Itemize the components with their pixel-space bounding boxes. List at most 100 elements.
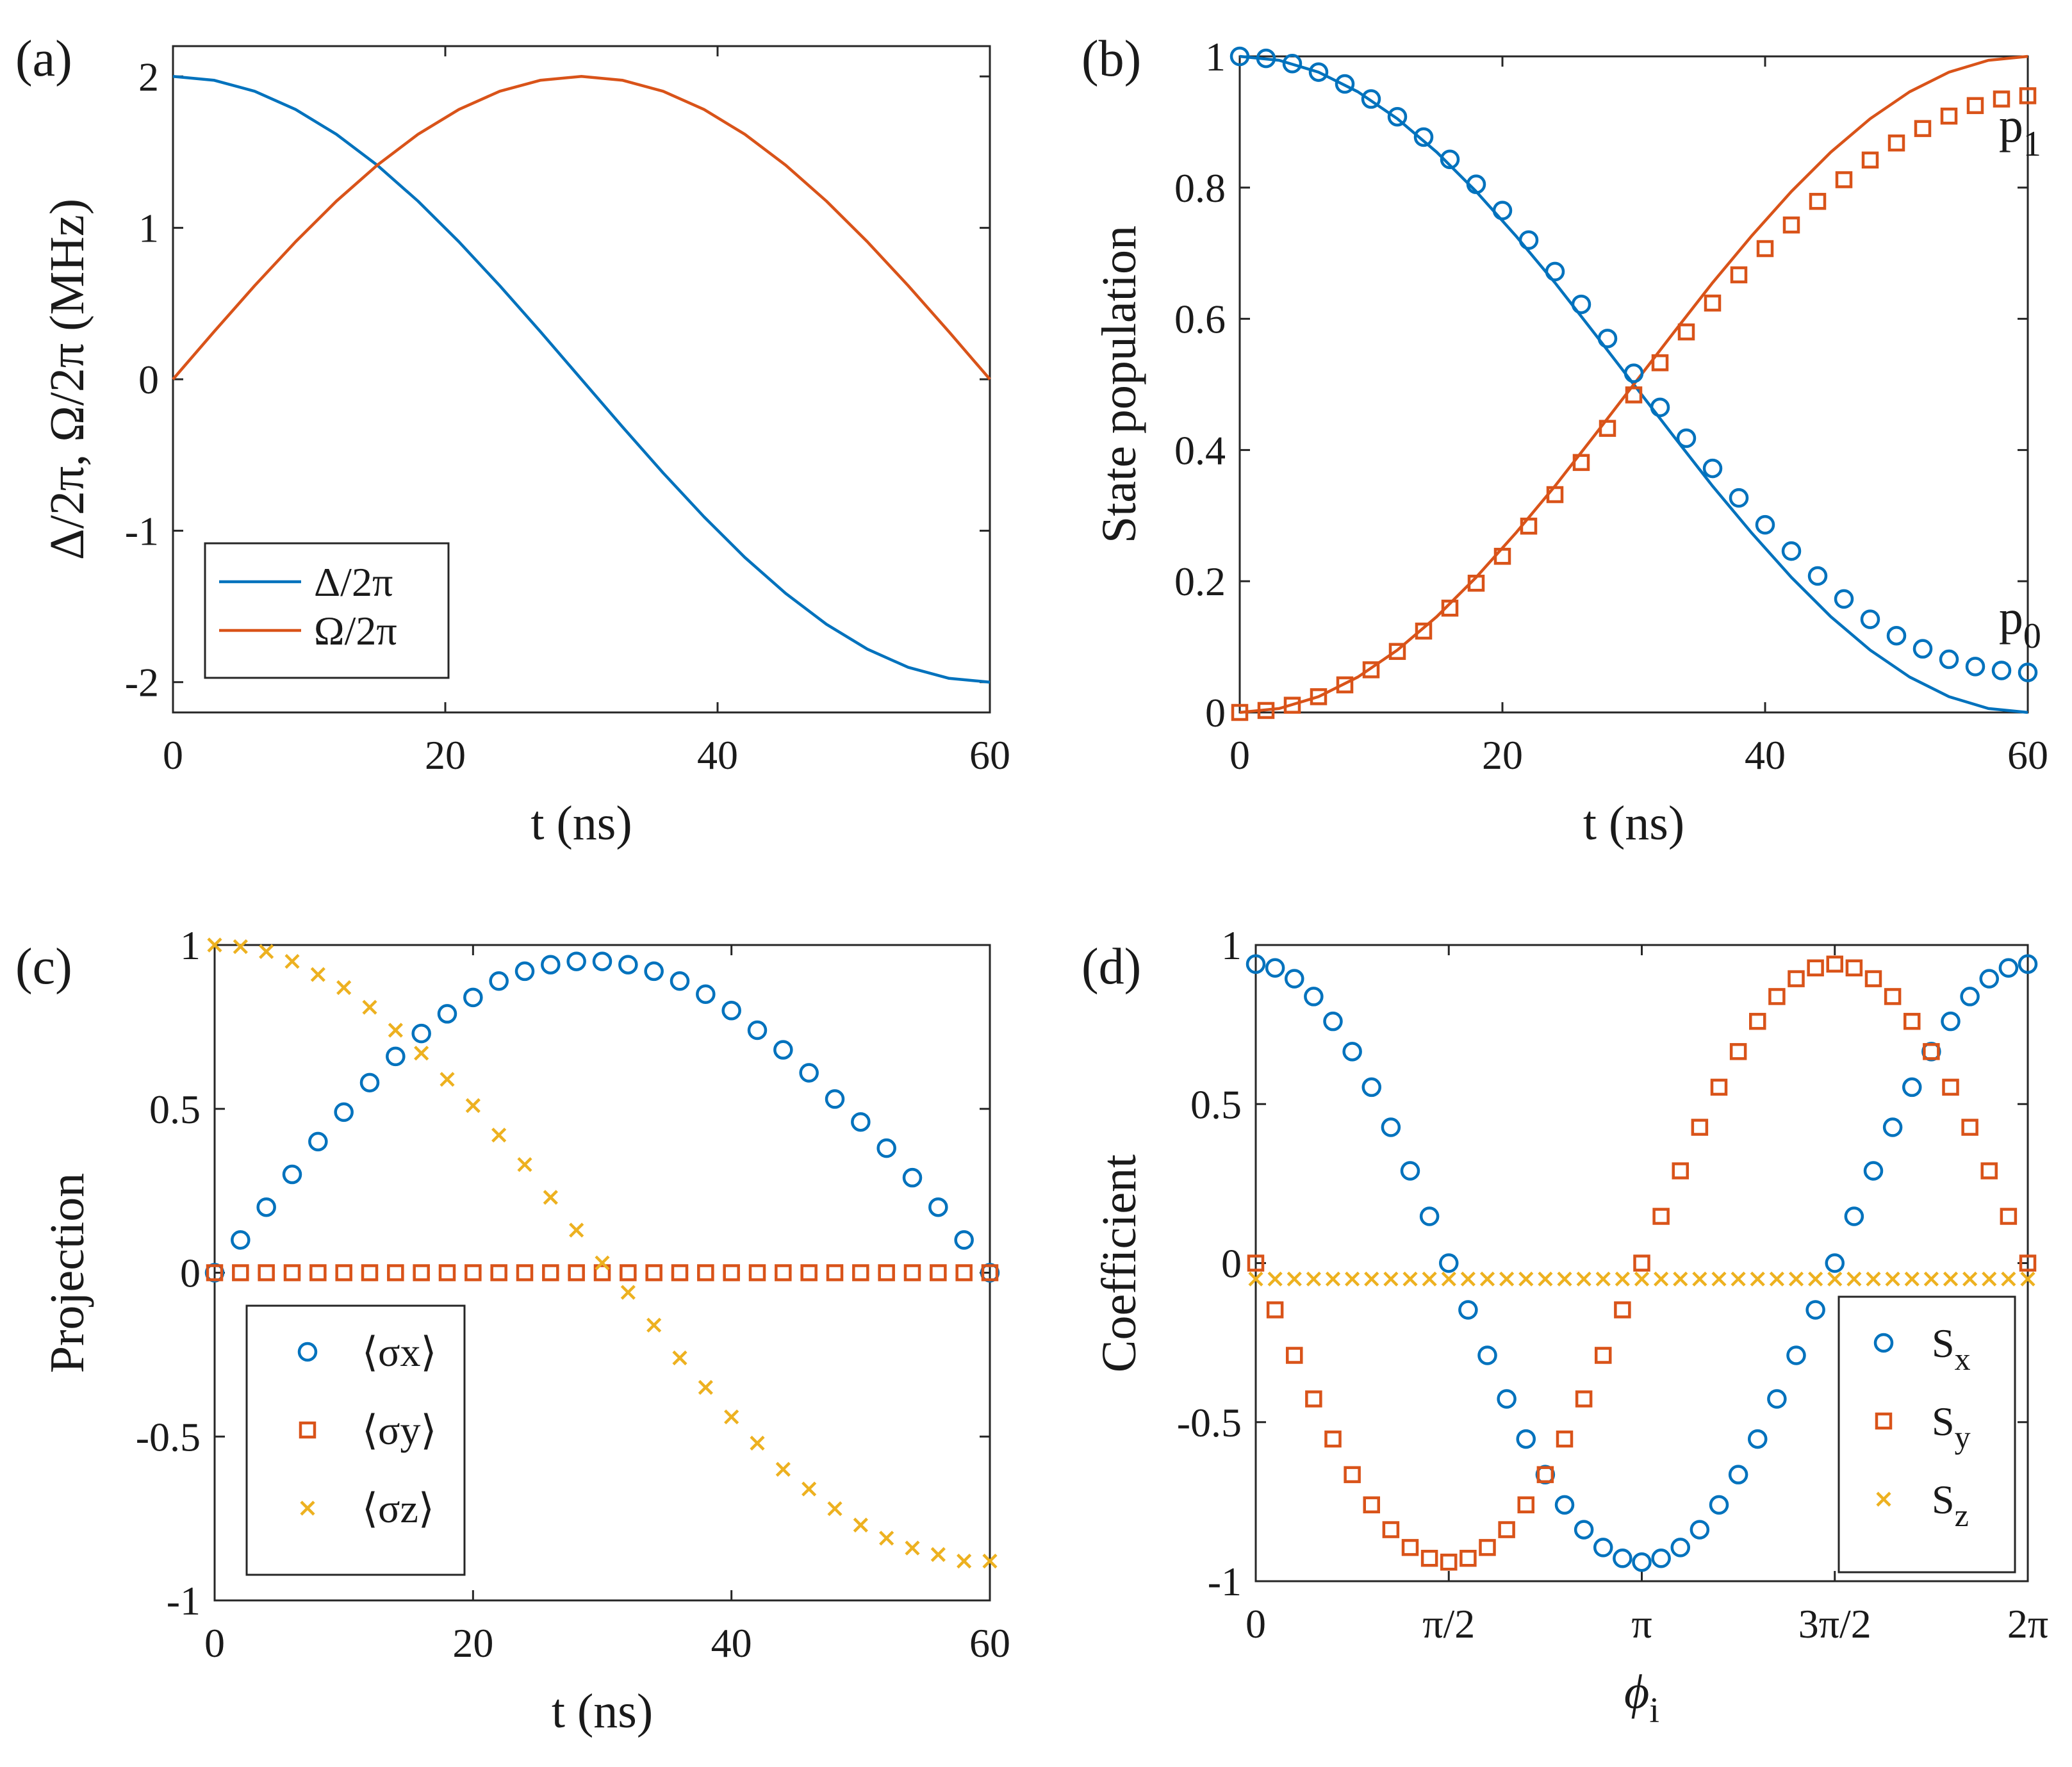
data-point xyxy=(1402,1271,1418,1286)
panel-b: 0 20 40 60 1 0.8 0.6 0.4 0.2 0 (b) t (ns) State popu… xyxy=(1081,31,2048,850)
data-point xyxy=(1363,1496,1381,1514)
y-tick-label: 0.5 xyxy=(149,1087,201,1132)
x-tick-label: 20 xyxy=(1482,732,1523,778)
data-point xyxy=(309,1264,327,1281)
data-point xyxy=(1538,1271,1553,1286)
data-point xyxy=(1576,1271,1591,1286)
data-point xyxy=(1310,688,1328,705)
data-point xyxy=(1325,1271,1341,1286)
data-point xyxy=(1904,1271,1920,1286)
data-point xyxy=(853,1517,868,1533)
data-point xyxy=(1439,1253,1459,1273)
data-point xyxy=(1440,149,1460,170)
data-point xyxy=(2018,954,2038,974)
data-point xyxy=(206,1264,224,1281)
data-point xyxy=(1835,171,1853,188)
x-axis-label-sub: i xyxy=(1649,1691,1659,1730)
y-tick-label: 0 xyxy=(138,357,159,402)
data-point xyxy=(1728,1465,1748,1484)
data-point xyxy=(1941,1011,1961,1031)
data-point xyxy=(1710,1078,1728,1096)
data-point xyxy=(259,944,274,959)
data-point xyxy=(1691,1119,1709,1136)
data-point xyxy=(566,951,586,971)
data-point xyxy=(1845,959,1863,976)
data-point xyxy=(1388,643,1406,661)
data-point xyxy=(1651,354,1669,372)
data-point xyxy=(569,1222,584,1238)
x-axis-label: t (ns) xyxy=(530,796,632,850)
data-point xyxy=(1283,696,1301,714)
data-point xyxy=(928,1197,948,1217)
data-point xyxy=(1493,548,1511,565)
legend-label-sub: z xyxy=(1955,1497,1969,1533)
data-point xyxy=(1285,969,1304,989)
x-tick-label: 20 xyxy=(452,1620,493,1666)
data-point xyxy=(1991,661,2012,680)
data-point xyxy=(1460,1271,1476,1286)
data-point xyxy=(2020,1271,2035,1286)
data-point xyxy=(955,1264,973,1281)
data-point xyxy=(1247,1254,1265,1272)
legend-label-text: ⟨σz⟩ xyxy=(362,1486,434,1531)
data-point xyxy=(852,1264,869,1281)
x-tick-label: 60 xyxy=(969,732,1010,778)
series-1 xyxy=(172,75,991,381)
data-point xyxy=(1886,625,1907,646)
data-point xyxy=(1652,1208,1670,1225)
data-point xyxy=(879,1531,894,1546)
data-point xyxy=(878,1264,895,1281)
data-point xyxy=(1885,1271,1900,1286)
data-point xyxy=(1420,1550,1438,1567)
data-point xyxy=(905,1540,920,1556)
y-tick-label: 1 xyxy=(180,923,201,968)
data-point xyxy=(1826,955,1843,973)
annotation-sub: 0 xyxy=(2023,616,2041,656)
data-point xyxy=(1634,1271,1650,1286)
data-point xyxy=(437,1004,457,1024)
data-point xyxy=(388,1023,403,1038)
data-point xyxy=(1998,958,2019,978)
data-point xyxy=(1557,1271,1572,1286)
data-point xyxy=(1613,1549,1632,1568)
data-point xyxy=(1441,599,1459,617)
data-point xyxy=(595,1255,610,1270)
data-point xyxy=(747,1020,768,1040)
data-point xyxy=(463,987,483,1008)
data-point xyxy=(1966,97,1984,115)
legend-label-text: ⟨σx⟩ xyxy=(362,1329,436,1375)
data-point xyxy=(1492,201,1513,220)
panel-label: (c) xyxy=(15,939,72,995)
data-point xyxy=(620,1264,637,1281)
data-point xyxy=(1982,1271,1997,1286)
legend-label: Sz xyxy=(1932,1477,1969,1533)
data-point xyxy=(644,961,664,982)
data-point xyxy=(1599,420,1616,437)
y-tick-label: 0.6 xyxy=(1174,297,1226,342)
data-point xyxy=(1650,397,1670,418)
data-point xyxy=(1381,1117,1401,1137)
y-tick-label: 0.5 xyxy=(1190,1081,1242,1127)
data-point xyxy=(1654,1271,1669,1286)
data-point xyxy=(1546,486,1564,504)
series-3 xyxy=(1231,87,2037,721)
data-point xyxy=(1413,127,1434,147)
x-tick-label: 20 xyxy=(425,732,466,778)
data-point xyxy=(1467,575,1485,592)
data-point xyxy=(1267,1271,1283,1286)
legend-swatch xyxy=(1875,1412,1893,1430)
data-point xyxy=(1844,1206,1864,1226)
data-point xyxy=(876,1138,896,1158)
data-point xyxy=(1554,1495,1575,1515)
data-point xyxy=(1670,1538,1691,1557)
data-point xyxy=(1882,1117,1903,1137)
data-point xyxy=(1825,1253,1845,1273)
data-point xyxy=(1229,46,1250,67)
panel-label: (d) xyxy=(1081,939,1141,995)
data-point xyxy=(1677,323,1695,341)
data-point xyxy=(1306,1271,1321,1286)
data-point xyxy=(800,1264,818,1281)
data-point xyxy=(1788,970,1805,987)
data-point xyxy=(1807,959,1824,976)
data-point xyxy=(1676,428,1697,448)
